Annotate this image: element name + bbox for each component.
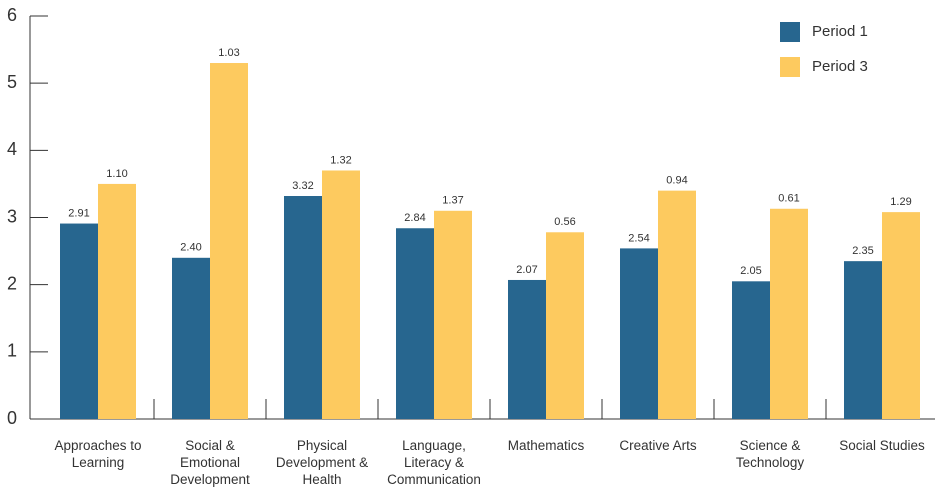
bar-annotation: 0.94	[666, 175, 687, 187]
bar-annotation: 0.56	[554, 216, 575, 228]
legend-swatch	[780, 57, 800, 77]
bar	[98, 183, 136, 419]
x-tick-label: Physical Development & Health	[275, 438, 369, 487]
bar	[508, 279, 546, 419]
x-tick-label: Mathematics	[507, 438, 585, 453]
bar	[882, 212, 920, 419]
y-tick-label: 0	[7, 408, 17, 428]
bar	[844, 261, 882, 419]
bar	[732, 281, 770, 419]
legend-swatch	[780, 22, 800, 42]
bar	[434, 210, 472, 419]
x-tick-label: Social & Emotional Development	[170, 438, 250, 487]
data-label: 3.32	[292, 180, 313, 192]
data-label: 2.84	[404, 212, 425, 224]
y-tick-label: 4	[7, 139, 17, 159]
x-tick-label: Approaches to Learning	[54, 438, 142, 470]
legend-label: Period 1	[812, 23, 868, 40]
y-tick-label: 1	[7, 341, 17, 361]
data-label: 2.54	[628, 232, 649, 244]
y-tick-label: 3	[7, 206, 17, 226]
y-tick-label: 5	[7, 72, 17, 92]
bar-annotation: 1.37	[442, 195, 463, 207]
y-tick-label: 6	[7, 5, 17, 25]
bar	[284, 196, 322, 419]
data-label: 2.07	[516, 264, 537, 276]
bar	[322, 170, 360, 419]
bar-annotation: 1.29	[890, 196, 911, 208]
y-tick-label: 2	[7, 273, 17, 293]
bar	[770, 208, 808, 419]
data-label: 2.35	[852, 245, 873, 257]
x-tick-label: Language, Literacy & Communication	[387, 438, 481, 487]
bar	[60, 223, 98, 419]
x-tick-label: Science & Technology	[735, 438, 805, 470]
x-tick-label: Social Studies	[839, 438, 925, 453]
x-tick-label: Creative Arts	[619, 438, 697, 453]
bar-annotation: 0.61	[778, 193, 799, 205]
bar-annotation: 1.03	[218, 47, 239, 59]
bar	[396, 228, 434, 419]
bar	[620, 248, 658, 419]
bar-annotation: 1.32	[330, 154, 351, 166]
bar	[210, 63, 248, 420]
bar-annotation: 1.10	[106, 168, 127, 180]
data-label: 2.40	[180, 242, 201, 254]
data-label: 2.91	[68, 207, 89, 219]
legend-label: Period 3	[812, 58, 868, 75]
data-label: 2.05	[740, 265, 761, 277]
bar	[658, 190, 696, 419]
bar	[546, 232, 584, 419]
bar	[172, 257, 210, 419]
